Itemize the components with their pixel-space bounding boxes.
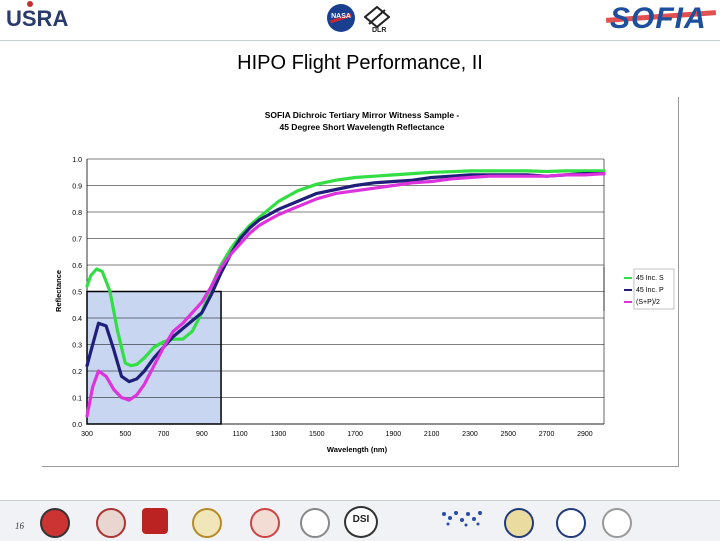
sofia-logo: SOFIA xyxy=(610,2,707,35)
y-tick-label: 0.1 xyxy=(72,396,82,403)
partner-logo-3 xyxy=(142,508,168,534)
x-axis-label: Wavelength (nm) xyxy=(327,445,388,454)
partner-logo-4 xyxy=(192,508,222,538)
nasa-logo-text: NASA xyxy=(331,13,351,20)
y-tick-label: 1.0 xyxy=(72,157,82,164)
x-tick-label: 1100 xyxy=(233,431,248,438)
series-line-3 xyxy=(85,172,606,418)
y-tick-label: 0.7 xyxy=(72,237,82,244)
usra-logo-dot xyxy=(27,1,33,7)
partner-logo-5 xyxy=(250,508,280,538)
y-tick-label: 0.8 xyxy=(72,210,82,217)
partner-logo-1 xyxy=(40,508,70,538)
y-tick-label: 0.9 xyxy=(72,184,82,191)
y-tick-label: 0.0 xyxy=(72,422,82,429)
x-tick-label: 2700 xyxy=(539,431,555,438)
series-line-1 xyxy=(85,169,606,368)
x-tick-label: 1500 xyxy=(309,431,325,438)
chart-legend: 45 Inc. S 45 Inc. P (S+P)/2 xyxy=(603,267,675,311)
slide-header: USRA NASA DLR SOFIA xyxy=(0,0,720,41)
x-tick-label: 2300 xyxy=(462,431,478,438)
dlr-logo-text: DLR xyxy=(372,27,387,34)
legend-label-2: 45 Inc. P xyxy=(636,287,664,294)
chart-title-line1: SOFIA Dichroic Tertiary Mirror Witness S… xyxy=(265,110,460,120)
x-tick-label: 2500 xyxy=(500,431,516,438)
x-tick-label: 700 xyxy=(158,431,170,438)
usra-logo: USRA xyxy=(6,6,69,31)
dsi-logo xyxy=(344,506,378,538)
x-tick-label: 1700 xyxy=(347,431,363,438)
x-tick-label: 1900 xyxy=(386,431,402,438)
dsi-logo-text: DSI xyxy=(352,514,370,525)
x-tick-label: 2100 xyxy=(424,431,440,438)
x-tick-label: 2900 xyxy=(577,431,593,438)
y-tick-label: 0.2 xyxy=(72,369,82,376)
dlr-logo-icon xyxy=(364,6,390,28)
x-tick-label: 900 xyxy=(196,431,208,438)
x-tick-label: 300 xyxy=(81,431,93,438)
legend-box xyxy=(633,268,675,310)
seti-institute-logo xyxy=(442,511,482,527)
legend-label-3: (S+P)/2 xyxy=(636,299,660,306)
partner-logo-6 xyxy=(300,508,330,538)
page-number: 16 xyxy=(15,521,24,531)
x-tick-label: 1300 xyxy=(271,431,287,438)
legend-label-1: 45 Inc. S xyxy=(636,275,664,282)
y-axis-label: Reflectance xyxy=(54,270,63,312)
partner-logo-9 xyxy=(602,508,632,538)
y-tick-label: 0.3 xyxy=(72,343,82,350)
series-line-2 xyxy=(85,172,606,384)
slide-title: HIPO Flight Performance, II xyxy=(237,52,483,74)
y-tick-label: 0.5 xyxy=(72,290,82,297)
partner-logo-7 xyxy=(504,508,534,538)
chart-title-line2: 45 Degree Short Wavelength Reflectance xyxy=(279,122,444,132)
x-tick-label: 500 xyxy=(119,431,131,438)
chart-frame: SOFIA Dichroic Tertiary Mirror Witness S… xyxy=(42,97,679,467)
partner-logo-8 xyxy=(556,508,586,538)
partner-logo-2 xyxy=(96,508,126,538)
y-tick-label: 0.6 xyxy=(72,263,82,270)
y-tick-label: 0.4 xyxy=(72,316,82,323)
reflectance-chart: SOFIA Dichroic Tertiary Mirror Witness S… xyxy=(54,110,675,454)
